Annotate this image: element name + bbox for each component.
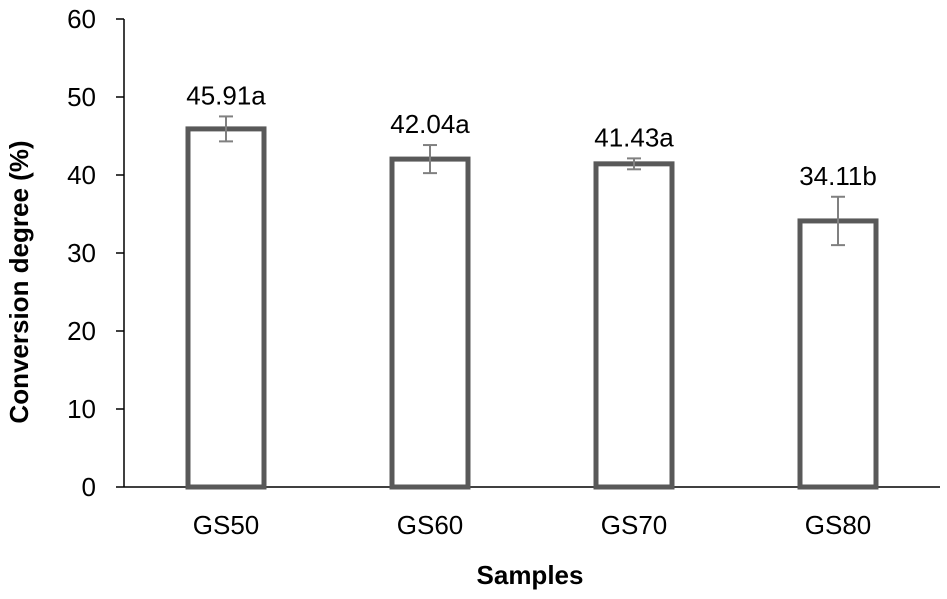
y-tick-label: 60: [67, 4, 96, 34]
bar: [389, 156, 471, 490]
x-tick-label: GS60: [397, 510, 464, 540]
bar: [797, 218, 879, 490]
y-tick-label: 10: [67, 394, 96, 424]
data-labels: 45.91a 42.04a 41.43a 34.11b: [186, 80, 877, 190]
data-label: 34.11b: [799, 161, 877, 191]
y-tick-label: 30: [67, 238, 96, 268]
data-label: 41.43a: [594, 122, 674, 152]
bar: [593, 161, 675, 490]
y-axis-title: Conversion degree (%): [4, 140, 34, 423]
data-label: 45.91a: [186, 80, 266, 110]
y-axis: 0 10 20 30 40 50 60: [67, 4, 125, 502]
x-tick-label: GS80: [805, 510, 872, 540]
y-tick-label: 0: [82, 472, 96, 502]
y-tick-label: 50: [67, 82, 96, 112]
x-tick-label: GS50: [193, 510, 260, 540]
bars: [185, 115, 879, 490]
x-axis-title: Samples: [477, 560, 584, 590]
data-label: 42.04a: [390, 109, 470, 139]
x-tick-label: GS70: [601, 510, 668, 540]
y-tick-label: 40: [67, 160, 96, 190]
bar: [185, 126, 267, 490]
y-tick-label: 20: [67, 316, 96, 346]
x-axis: GS50 GS60 GS70 GS80: [124, 486, 940, 540]
